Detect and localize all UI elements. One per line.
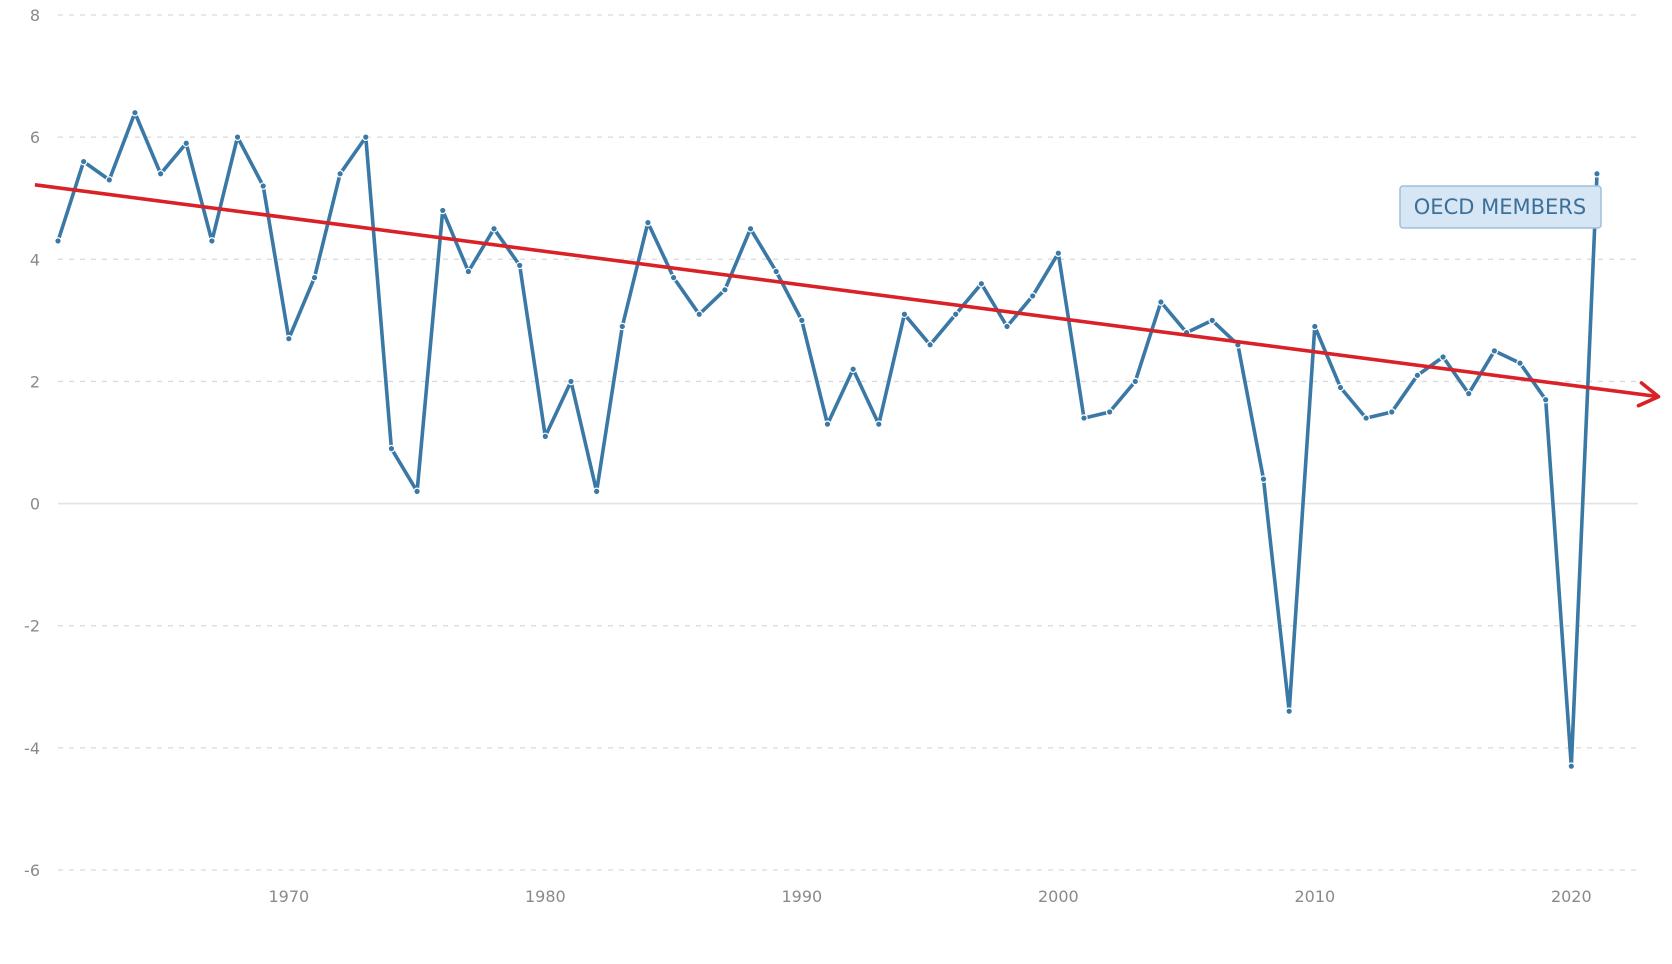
data-point <box>1464 389 1473 398</box>
y-tick-label: 6 <box>30 128 40 147</box>
data-point <box>669 273 678 282</box>
data-point <box>1567 762 1576 770</box>
data-point <box>336 169 344 178</box>
data-point <box>387 444 396 453</box>
data-point <box>618 322 627 331</box>
series-oecd-members <box>54 108 1601 770</box>
data-point <box>977 279 986 288</box>
data-point <box>79 157 88 166</box>
data-point <box>131 108 139 117</box>
data-point <box>1259 475 1268 483</box>
y-tick-label: 4 <box>30 250 40 269</box>
data-point <box>1285 707 1293 716</box>
data-point <box>259 182 267 190</box>
x-tick-label: 2000 <box>1038 887 1079 906</box>
x-tick-label: 1970 <box>268 887 309 906</box>
data-point <box>567 377 575 386</box>
data-point <box>1028 292 1037 300</box>
data-point <box>644 218 652 227</box>
data-point <box>1362 414 1370 422</box>
trend-arrow-head <box>1636 381 1661 408</box>
data-point <box>233 133 242 141</box>
data-point <box>285 334 293 343</box>
x-tick-label: 2020 <box>1551 887 1592 906</box>
data-point <box>490 224 498 233</box>
grid-lines <box>58 14 1638 871</box>
data-point <box>1105 408 1114 416</box>
data-point <box>1131 377 1140 386</box>
data-point <box>413 487 421 496</box>
trend-arrow-line <box>34 182 1659 399</box>
data-point <box>1387 408 1396 416</box>
data-point <box>772 267 780 276</box>
data-point <box>515 261 524 270</box>
series-label: OECD MEMBERS <box>1399 185 1602 229</box>
data-point <box>823 420 832 428</box>
data-point <box>310 273 319 282</box>
data-point <box>1054 249 1063 257</box>
y-tick-label: -4 <box>24 739 40 758</box>
trend-arrow <box>34 182 1661 408</box>
data-point <box>1516 359 1524 367</box>
series-line <box>56 110 1599 768</box>
data-point <box>438 206 447 215</box>
y-tick-label: -2 <box>24 617 40 636</box>
x-tick-label: 2010 <box>1294 887 1335 906</box>
data-point <box>156 169 165 178</box>
data-point <box>208 237 216 245</box>
data-point <box>1593 169 1601 178</box>
data-point <box>746 224 755 233</box>
data-point <box>1003 322 1011 331</box>
data-point <box>1541 395 1550 404</box>
data-point <box>721 286 729 294</box>
data-point <box>798 316 806 325</box>
data-point <box>1439 353 1447 361</box>
data-point <box>105 176 114 184</box>
x-axis-tick-labels: 1970 1980 1990 2000 2010 2020 <box>268 887 1591 906</box>
data-point <box>1080 414 1088 422</box>
data-point <box>900 310 909 319</box>
x-tick-label: 1980 <box>525 887 566 906</box>
data-point <box>541 432 550 441</box>
data-point <box>54 237 62 245</box>
data-point <box>1490 347 1499 355</box>
y-axis-tick-labels: -6 -4 -2 0 2 4 6 8 <box>24 6 40 880</box>
y-tick-label: -6 <box>24 861 40 880</box>
data-point <box>1157 298 1165 306</box>
data-point <box>361 133 370 141</box>
data-point <box>182 139 191 148</box>
x-tick-label: 1990 <box>781 887 822 906</box>
data-point <box>1413 371 1422 380</box>
y-tick-label: 2 <box>30 372 40 391</box>
data-point <box>874 420 883 428</box>
data-point <box>592 487 601 496</box>
data-point <box>464 267 473 276</box>
data-point <box>1208 316 1217 325</box>
data-point <box>1336 383 1345 392</box>
series-label-text: OECD MEMBERS <box>1414 195 1586 219</box>
data-point <box>951 310 960 319</box>
series-label-box <box>1399 185 1602 229</box>
y-tick-label: 8 <box>30 6 40 25</box>
data-point <box>849 365 857 374</box>
data-point <box>1311 322 1319 331</box>
y-tick-label: 0 <box>30 495 40 514</box>
data-point <box>926 340 934 349</box>
data-point <box>695 310 704 319</box>
